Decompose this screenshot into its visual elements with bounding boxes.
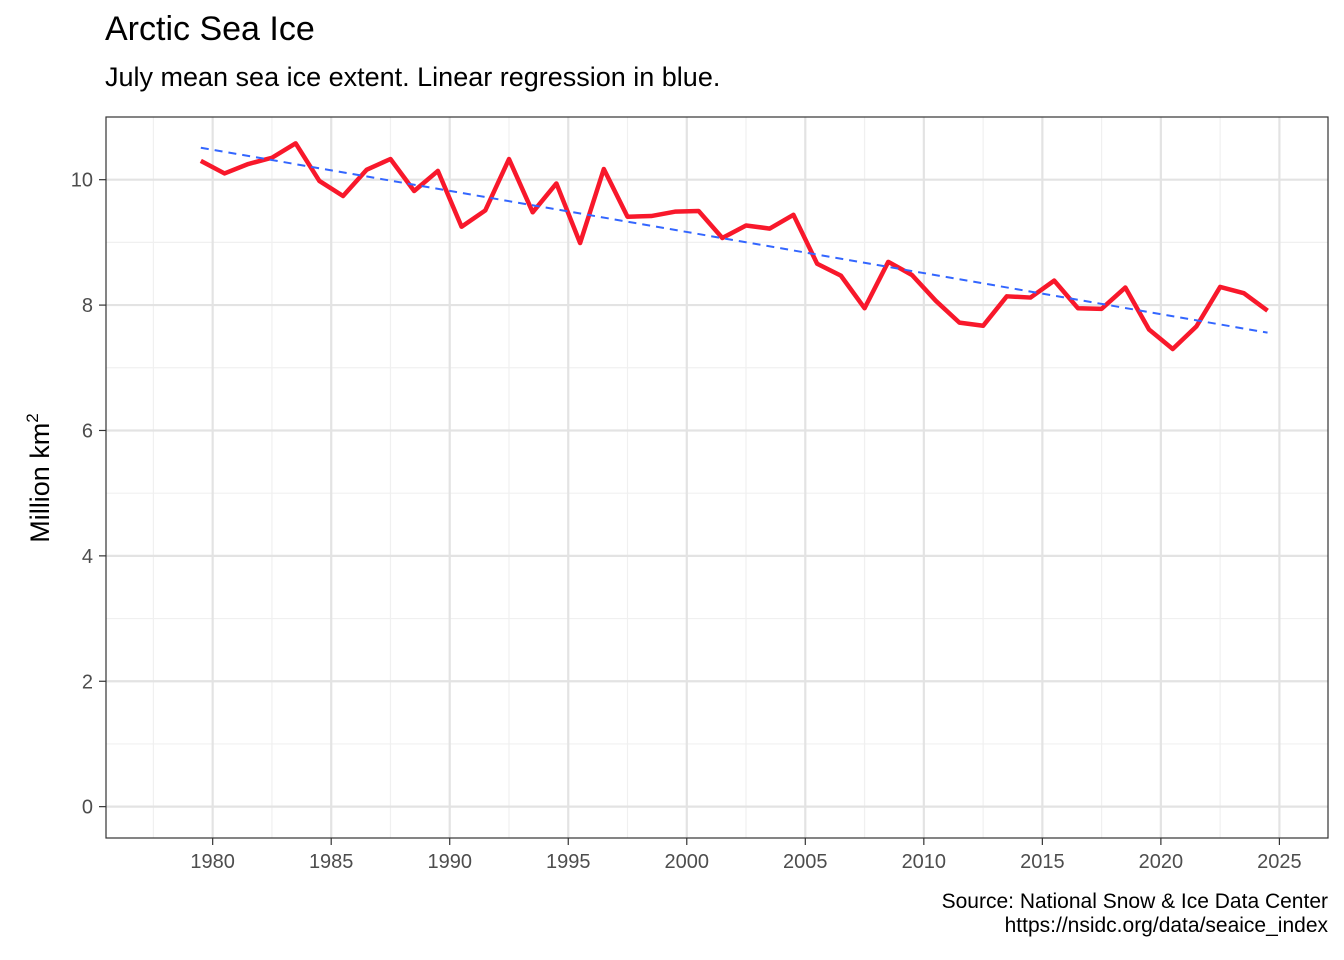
minor-gridlines — [106, 117, 1328, 838]
y-tick-label: 2 — [82, 671, 93, 693]
x-tick-label: 1985 — [309, 851, 354, 873]
y-tick-label: 0 — [82, 797, 93, 819]
y-axis-title: Million km2 — [23, 413, 55, 542]
regression-line — [200, 146, 1268, 334]
caption-url: https://nsidc.org/data/seaice_index — [1004, 914, 1328, 937]
caption-source: Source: National Snow & Ice Data Center — [941, 890, 1328, 913]
major-gridlines — [106, 117, 1328, 838]
x-tick-label: 2020 — [1139, 851, 1184, 873]
data-series — [199, 141, 1269, 352]
y-tick-label: 8 — [82, 295, 93, 317]
y-tick-label: 4 — [82, 546, 93, 568]
plot-panel-border — [105, 116, 1329, 839]
chart-subtitle: July mean sea ice extent. Linear regress… — [105, 62, 721, 92]
axis-ticks — [99, 179, 1281, 845]
y-tick-label: 10 — [71, 170, 93, 192]
chart-title: Arctic Sea Ice — [105, 10, 315, 48]
x-tick-label: 2000 — [665, 851, 710, 873]
y-axis-title-text: Million km — [25, 423, 55, 543]
x-tick-label: 2025 — [1257, 851, 1302, 873]
x-tick-label: 2010 — [902, 851, 947, 873]
y-tick-label: 6 — [82, 420, 93, 442]
x-tick-label: 1995 — [546, 851, 591, 873]
x-tick-label: 2005 — [783, 851, 828, 873]
tick-labels: 1980 1985 1990 1995 2000 2005 2010 2015 2020 2025… — [71, 170, 1302, 873]
chart-caption: Source: National Snow & Ice Data Center … — [942, 890, 1328, 938]
sea-ice-extent-line — [199, 141, 1269, 352]
y-axis-title-superscript: 2 — [23, 413, 42, 422]
x-tick-label: 1990 — [427, 851, 472, 873]
x-tick-label: 1980 — [190, 851, 235, 873]
x-tick-label: 2015 — [1020, 851, 1065, 873]
